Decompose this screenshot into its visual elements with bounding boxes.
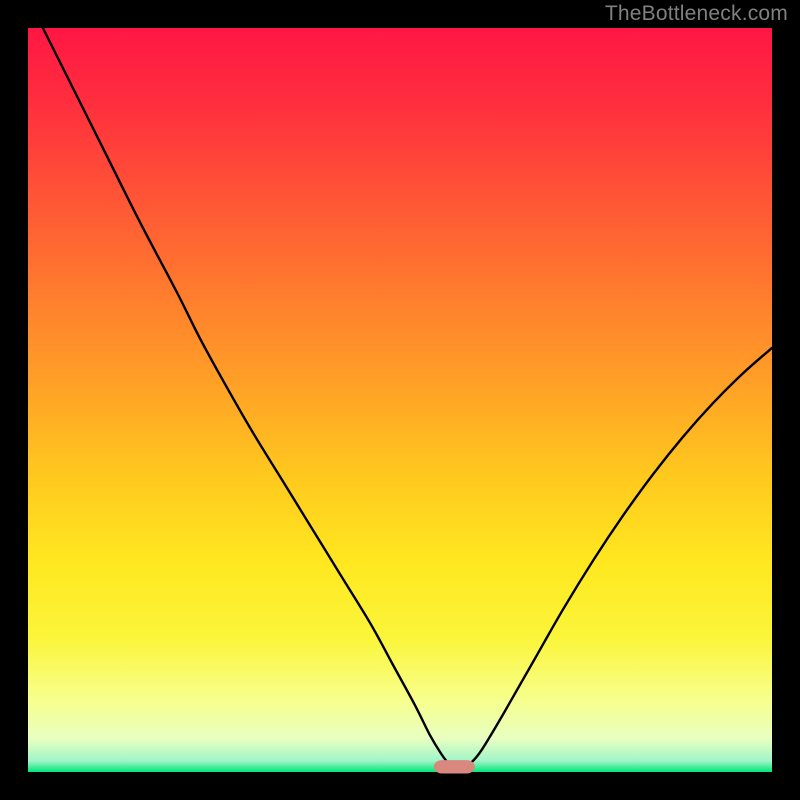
watermark-text: TheBottleneck.com (605, 2, 788, 26)
chart-container: TheBottleneck.com (0, 0, 800, 800)
plot-background (28, 28, 772, 772)
optimal-marker (434, 760, 475, 773)
bottleneck-chart (0, 0, 800, 800)
